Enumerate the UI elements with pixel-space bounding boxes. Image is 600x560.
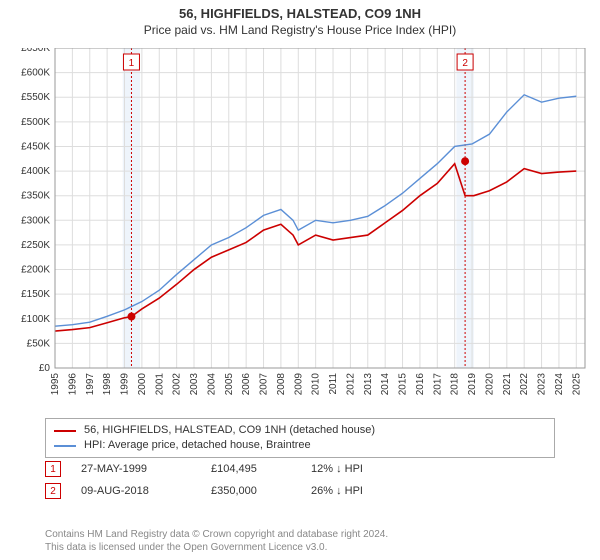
- legend-row: 56, HIGHFIELDS, HALSTEAD, CO9 1NH (detac…: [54, 423, 546, 438]
- svg-text:2000: 2000: [137, 373, 148, 396]
- svg-text:2002: 2002: [172, 373, 183, 396]
- legend-label: HPI: Average price, detached house, Brai…: [84, 438, 311, 453]
- svg-text:£50K: £50K: [27, 338, 51, 349]
- legend-label: 56, HIGHFIELDS, HALSTEAD, CO9 1NH (detac…: [84, 423, 375, 438]
- svg-text:1999: 1999: [120, 373, 131, 396]
- svg-text:2017: 2017: [432, 373, 443, 396]
- svg-text:2025: 2025: [571, 373, 582, 396]
- svg-text:2006: 2006: [241, 373, 252, 396]
- row-marker: 2: [45, 483, 61, 499]
- svg-text:2001: 2001: [154, 373, 165, 396]
- svg-text:2023: 2023: [537, 373, 548, 396]
- svg-text:2019: 2019: [467, 373, 478, 396]
- svg-text:£450K: £450K: [21, 141, 50, 152]
- svg-text:1995: 1995: [50, 373, 61, 396]
- svg-text:2024: 2024: [554, 373, 565, 396]
- svg-text:£150K: £150K: [21, 289, 50, 300]
- svg-text:2010: 2010: [311, 373, 322, 396]
- svg-text:£500K: £500K: [21, 117, 50, 128]
- row-diff: 12% ↓ HPI: [311, 463, 441, 475]
- row-marker: 1: [45, 461, 61, 477]
- svg-text:2004: 2004: [206, 373, 217, 396]
- svg-text:2009: 2009: [293, 373, 304, 396]
- marker-point: [461, 157, 469, 165]
- transactions-table: 1 27-MAY-1999£104,49512% ↓ HPI 2 09-AUG-201…: [45, 458, 555, 502]
- chart-title: 56, HIGHFIELDS, HALSTEAD, CO9 1NH: [0, 0, 600, 21]
- row-price: £104,495: [211, 463, 311, 475]
- svg-text:2018: 2018: [450, 373, 461, 396]
- footer-line-2: This data is licensed under the Open Gov…: [45, 541, 555, 554]
- svg-text:2012: 2012: [345, 373, 356, 396]
- legend: 56, HIGHFIELDS, HALSTEAD, CO9 1NH (detac…: [45, 418, 555, 458]
- svg-text:2020: 2020: [484, 373, 495, 396]
- svg-text:2021: 2021: [502, 373, 513, 396]
- table-row: 1 27-MAY-1999£104,49512% ↓ HPI: [45, 458, 555, 480]
- svg-text:2013: 2013: [363, 373, 374, 396]
- svg-text:£100K: £100K: [21, 314, 50, 325]
- svg-text:£650K: £650K: [21, 48, 50, 54]
- svg-text:1996: 1996: [67, 373, 78, 396]
- row-date: 27-MAY-1999: [81, 463, 211, 475]
- svg-text:2: 2: [462, 58, 468, 69]
- svg-text:2015: 2015: [398, 373, 409, 396]
- svg-text:£600K: £600K: [21, 68, 50, 79]
- footer: Contains HM Land Registry data © Crown c…: [45, 528, 555, 554]
- svg-text:£350K: £350K: [21, 191, 50, 202]
- row-price: £350,000: [211, 485, 311, 497]
- legend-swatch: [54, 445, 76, 447]
- svg-text:£300K: £300K: [21, 215, 50, 226]
- legend-row: HPI: Average price, detached house, Brai…: [54, 438, 546, 453]
- svg-text:2007: 2007: [259, 373, 270, 396]
- svg-text:£200K: £200K: [21, 265, 50, 276]
- svg-text:1998: 1998: [102, 373, 113, 396]
- svg-text:2003: 2003: [189, 373, 200, 396]
- svg-text:2008: 2008: [276, 373, 287, 396]
- marker-point: [127, 313, 135, 321]
- svg-text:£250K: £250K: [21, 240, 50, 251]
- chart-subtitle: Price paid vs. HM Land Registry's House …: [0, 21, 600, 37]
- svg-text:£550K: £550K: [21, 92, 50, 103]
- svg-text:£0: £0: [39, 363, 51, 374]
- svg-text:2014: 2014: [380, 373, 391, 396]
- legend-swatch: [54, 430, 76, 432]
- svg-text:£400K: £400K: [21, 166, 50, 177]
- svg-text:2022: 2022: [519, 373, 530, 396]
- svg-text:2016: 2016: [415, 373, 426, 396]
- chart-area: 1 2 £0 £50K £100K £150K £200K £250K £300K £350K £4…: [8, 48, 592, 413]
- table-row: 2 09-AUG-2018£350,00026% ↓ HPI: [45, 480, 555, 502]
- svg-text:2011: 2011: [328, 373, 339, 395]
- svg-text:1997: 1997: [85, 373, 96, 396]
- footer-line-1: Contains HM Land Registry data © Crown c…: [45, 528, 555, 541]
- row-diff: 26% ↓ HPI: [311, 485, 441, 497]
- row-date: 09-AUG-2018: [81, 485, 211, 497]
- svg-text:2005: 2005: [224, 373, 235, 396]
- svg-text:1: 1: [129, 58, 135, 69]
